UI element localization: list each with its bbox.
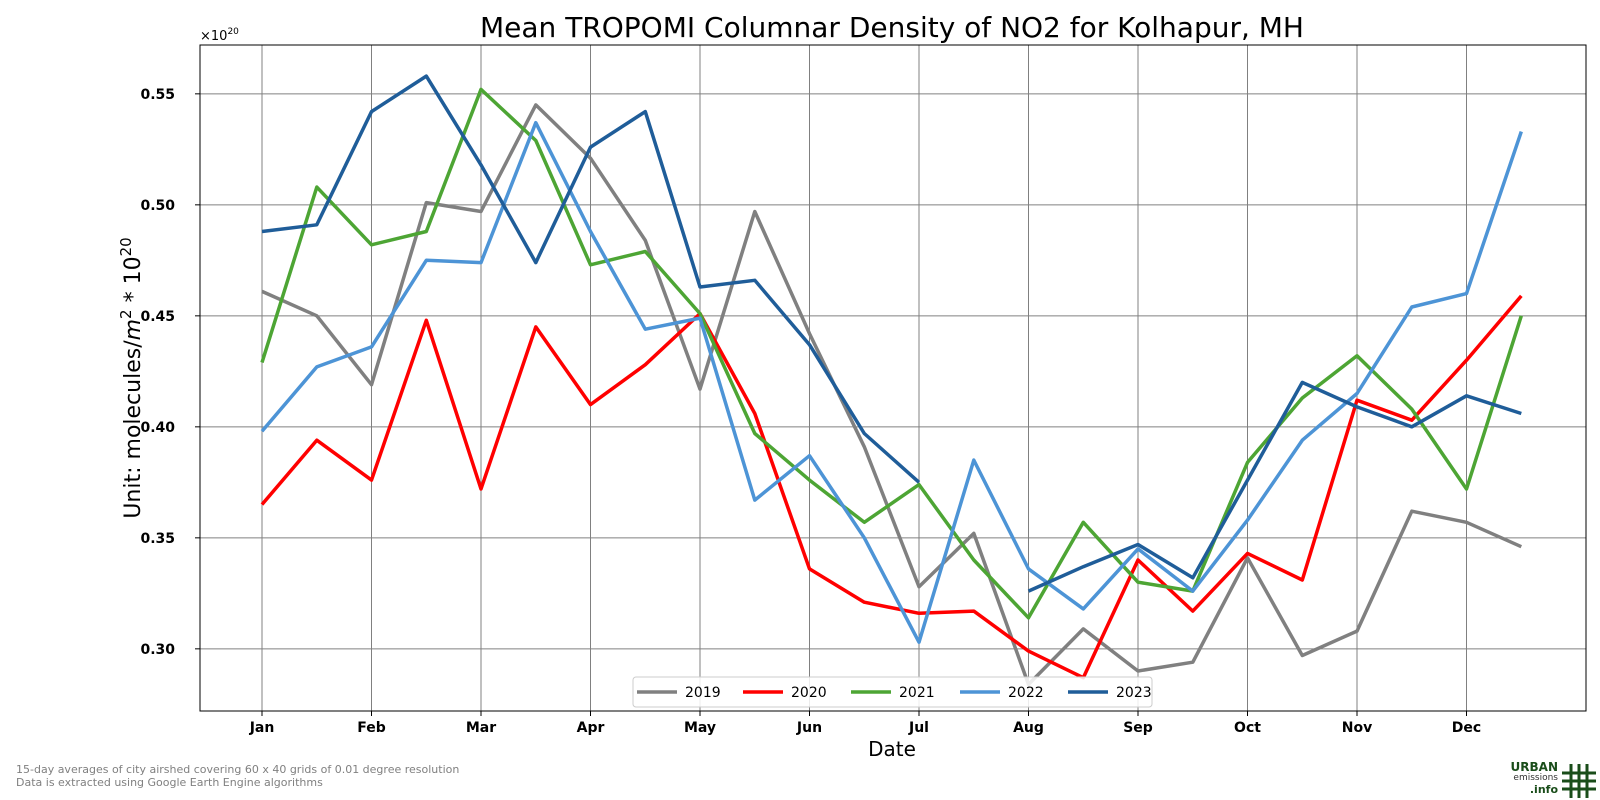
legend-label-2019: 2019	[685, 685, 721, 701]
series-line-2022	[260, 120, 1523, 644]
y-tick-label: 0.55	[140, 87, 175, 103]
legend-label-2023: 2023	[1116, 685, 1152, 701]
y-label-exp2: 20	[117, 237, 135, 256]
y-offset-exp: 20	[227, 27, 239, 37]
y-axis-label: Unit: molecules/m2 * 1020	[117, 237, 146, 518]
series-lines	[260, 74, 1523, 687]
x-tick-label: May	[684, 720, 716, 736]
x-axis-label: Date	[868, 737, 916, 761]
y-label-prefix: Unit: molecules/	[121, 340, 146, 519]
y-offset-base: ×10	[200, 29, 227, 44]
x-tick-label: Sep	[1123, 720, 1153, 736]
logo-line-2: emissions	[1513, 773, 1558, 783]
x-tick-label: Oct	[1234, 720, 1261, 736]
y-label-m: m	[121, 319, 146, 340]
y-axis-ticks: 0.30 0.35 0.40 0.45 0.50 0.55	[140, 87, 200, 658]
series-line-2023	[261, 74, 1522, 593]
x-tick-label: Apr	[577, 720, 605, 736]
grid-lines	[200, 45, 1586, 711]
y-tick-label: 0.35	[140, 531, 175, 547]
legend-label-2020: 2020	[791, 685, 827, 701]
x-tick-label: Feb	[357, 720, 386, 736]
series-line-2019	[261, 103, 1523, 687]
series-line-2021	[260, 87, 1523, 620]
chart-title: Mean TROPOMI Columnar Density of NO2 for…	[480, 11, 1304, 44]
x-tick-label: Mar	[466, 720, 496, 736]
legend: 2019 2020 2021 2022 2023	[632, 676, 1153, 708]
y-tick-label: 0.40	[140, 420, 175, 436]
x-tick-label: Aug	[1013, 720, 1044, 736]
y-label-exp1: 2	[117, 309, 135, 319]
plot-frame	[199, 44, 1587, 712]
legend-label-2022: 2022	[1008, 685, 1044, 701]
logo-text: URBAN emissions .info	[1510, 760, 1558, 796]
urban-emissions-logo: URBAN emissions .info	[1492, 760, 1596, 798]
y-tick-label: 0.30	[140, 642, 175, 658]
x-tick-label: Nov	[1342, 720, 1372, 736]
x-axis-ticks: Jan Feb Mar Apr May Jun Jul Aug Sep Oct Nov Dec	[249, 711, 1481, 736]
x-tick-label: Jul	[908, 720, 929, 736]
y-offset-label: ×1020	[200, 27, 239, 44]
x-tick-label: Jun	[796, 720, 822, 736]
footnote-line-1: 15-day averages of city airshed covering…	[16, 763, 460, 776]
logo-grid-icon	[1562, 764, 1596, 798]
x-tick-label: Jan	[249, 720, 275, 736]
x-tick-label: Dec	[1452, 720, 1481, 736]
y-tick-label: 0.45	[140, 309, 175, 325]
series-line-2020	[260, 294, 1523, 680]
legend-box	[632, 676, 1153, 708]
legend-label-2021: 2021	[899, 685, 935, 701]
logo-line-3: .info	[1529, 783, 1558, 796]
logo-line-1: URBAN	[1510, 760, 1558, 774]
y-label-mid: * 10	[121, 256, 146, 309]
y-tick-label: 0.50	[140, 198, 175, 214]
footnote-line-2: Data is extracted using Google Earth Eng…	[16, 776, 323, 789]
